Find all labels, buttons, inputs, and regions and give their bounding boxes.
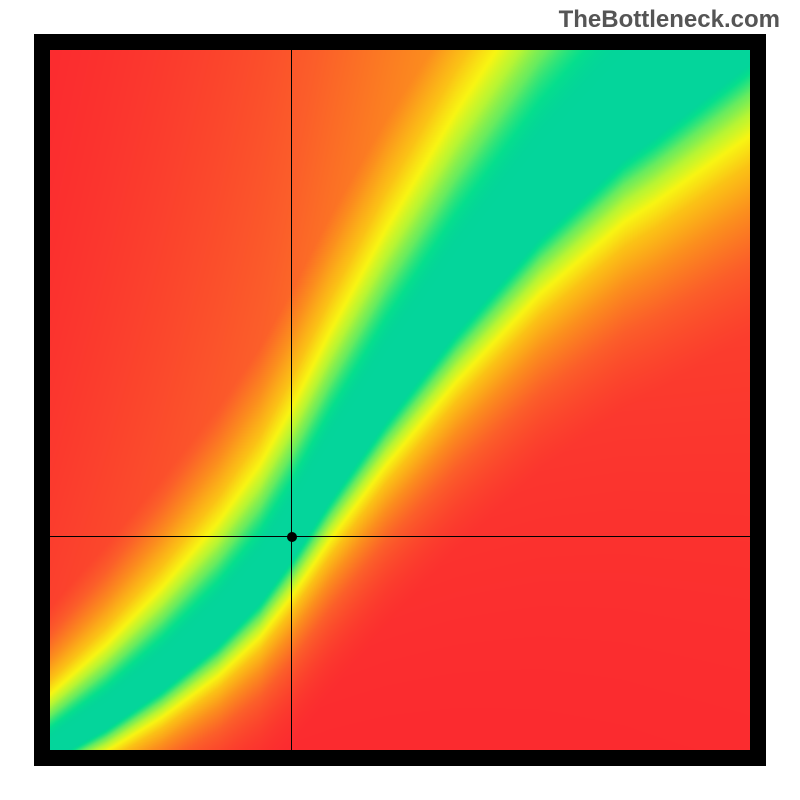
figure-container: TheBottleneck.com xyxy=(0,0,800,800)
crosshair-vertical xyxy=(291,50,292,750)
watermark-text: TheBottleneck.com xyxy=(559,6,780,34)
crosshair-horizontal xyxy=(50,536,750,537)
plot-frame xyxy=(34,34,766,766)
marker-dot xyxy=(287,532,297,542)
plot-area xyxy=(50,50,750,750)
heatmap-canvas xyxy=(50,50,750,750)
